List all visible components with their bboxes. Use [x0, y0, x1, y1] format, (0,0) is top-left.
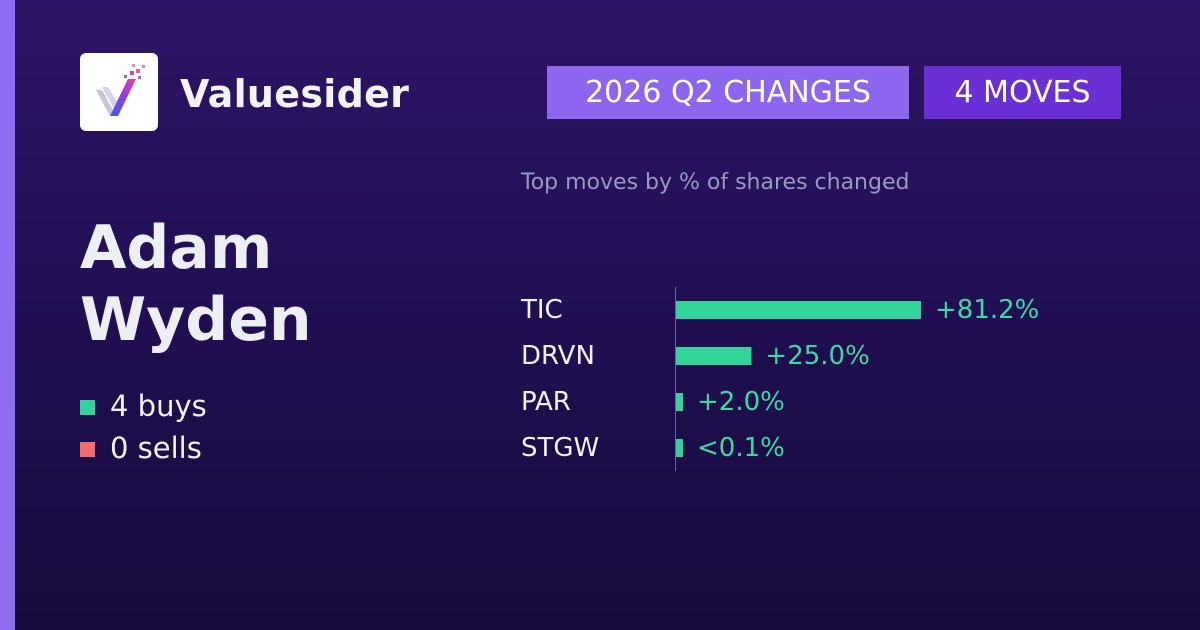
valuesider-logo-icon	[80, 53, 158, 131]
chart-subtitle: Top moves by % of shares changed	[521, 170, 910, 195]
left-accent-stripe	[0, 0, 15, 630]
investor-name: Adam Wyden	[80, 213, 312, 355]
category-label-drvn: DRVN	[521, 341, 595, 371]
brand-name: Valuesider	[180, 72, 410, 116]
value-label-stgw: <0.1%	[697, 433, 785, 463]
buy-legend-square	[80, 400, 95, 415]
value-label-par: +2.0%	[697, 387, 785, 417]
period-badge: 2026 Q2 CHANGES	[547, 66, 909, 119]
buys-summary: 4 buys	[80, 386, 207, 426]
moves-count-badge: 4 MOVES	[924, 66, 1121, 119]
category-label-par: PAR	[521, 387, 571, 417]
buys-count: 4 buys	[110, 389, 207, 423]
sells-summary: 0 sells	[80, 428, 202, 468]
category-label-tic: TIC	[520, 295, 563, 325]
sells-count: 0 sells	[110, 431, 202, 465]
bar-tic	[676, 301, 921, 319]
value-label-tic: +81.2%	[935, 295, 1039, 325]
value-label-drvn: +25.0%	[765, 341, 869, 371]
category-label-stgw: STGW	[521, 433, 599, 463]
bar-drvn	[676, 347, 752, 365]
bar-stgw	[676, 439, 683, 457]
sell-legend-square	[80, 442, 95, 457]
bar-par	[676, 393, 683, 411]
